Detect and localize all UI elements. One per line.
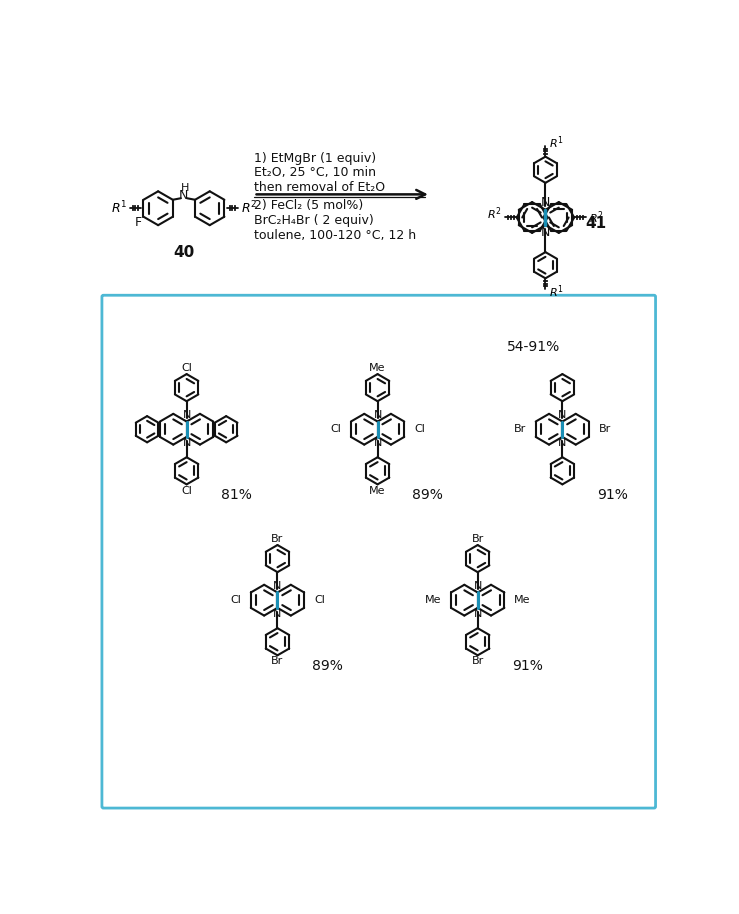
Text: N: N [180,188,188,202]
Text: N: N [474,609,482,619]
Text: $R^1$: $R^1$ [549,284,564,301]
Text: Cl: Cl [181,485,192,495]
Text: BrC₂H₄Br ( 2 equiv): BrC₂H₄Br ( 2 equiv) [253,214,373,227]
Text: toulene, 100-120 °C, 12 h: toulene, 100-120 °C, 12 h [253,228,416,241]
Text: Br: Br [471,534,484,544]
Text: Cl: Cl [181,363,192,373]
Text: 1) EtMgBr (1 equiv): 1) EtMgBr (1 equiv) [253,152,375,165]
Text: Cl: Cl [230,595,241,605]
Text: $R^2$: $R^2$ [488,206,502,222]
Text: $R^1$: $R^1$ [111,200,127,217]
Text: $R^2$: $R^2$ [240,200,256,217]
Text: N: N [474,581,482,591]
Text: 81%: 81% [221,488,252,502]
Text: Me: Me [514,595,531,605]
Text: N: N [541,197,550,209]
Text: Me: Me [425,595,441,605]
Text: 41: 41 [585,216,606,231]
Text: Br: Br [471,656,484,666]
Text: 89%: 89% [312,659,343,673]
Text: N: N [558,410,567,420]
Text: 91%: 91% [597,488,628,502]
Text: Br: Br [599,424,611,434]
Text: Cl: Cl [314,595,325,605]
Text: $R^2$: $R^2$ [589,209,604,226]
Text: Me: Me [370,485,386,495]
Text: Br: Br [271,656,284,666]
Text: Me: Me [370,363,386,373]
Text: 54-91%: 54-91% [507,340,560,354]
Text: Cl: Cl [330,424,341,434]
Text: F: F [134,217,142,229]
Text: N: N [273,581,282,591]
Text: N: N [183,410,191,420]
Text: Br: Br [514,424,526,434]
Text: N: N [273,609,282,619]
Text: Br: Br [271,534,284,544]
Text: H: H [181,183,190,193]
Text: N: N [541,226,550,239]
Text: 2) FeCl₂ (5 mol%): 2) FeCl₂ (5 mol%) [253,199,363,212]
Text: then removal of Et₂O: then removal of Et₂O [253,181,385,194]
Text: 91%: 91% [512,659,543,673]
Text: Et₂O, 25 °C, 10 min: Et₂O, 25 °C, 10 min [253,166,375,179]
Text: N: N [558,438,567,448]
Text: N: N [373,438,382,448]
FancyBboxPatch shape [102,295,655,808]
Text: N: N [183,438,191,448]
Text: N: N [373,410,382,420]
Text: Cl: Cl [414,424,425,434]
Text: 40: 40 [174,245,194,260]
Text: $R^1$: $R^1$ [549,134,564,151]
Text: 89%: 89% [412,488,443,502]
